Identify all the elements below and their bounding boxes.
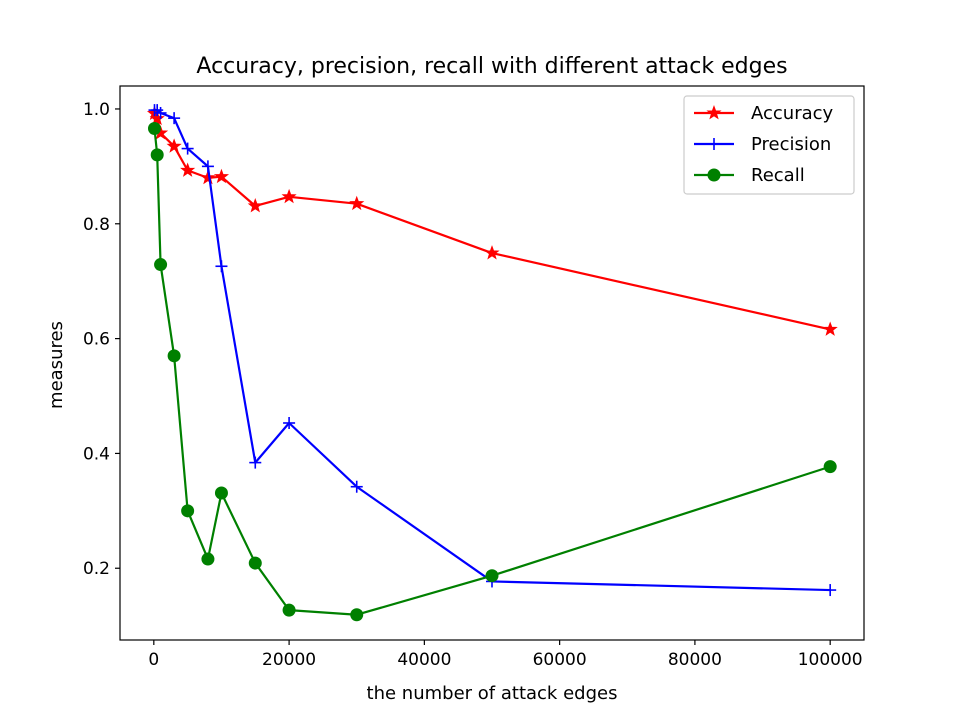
y-axis-label: measures bbox=[46, 321, 67, 409]
legend-label-precision: Precision bbox=[751, 134, 831, 155]
recall-point bbox=[214, 486, 228, 500]
recall-point bbox=[201, 552, 215, 566]
legend-label-accuracy: Accuracy bbox=[751, 103, 834, 124]
legend-marker-recall bbox=[707, 168, 721, 182]
x-tick-label: 0 bbox=[148, 650, 159, 670]
recall-point bbox=[248, 556, 262, 570]
recall-point bbox=[282, 603, 296, 617]
plot-frame bbox=[119, 85, 865, 641]
legend: Accuracy Precision Recall bbox=[683, 95, 855, 195]
precision-point bbox=[824, 584, 837, 597]
accuracy-point bbox=[822, 321, 838, 336]
legend-marker-accuracy bbox=[706, 105, 722, 120]
precision-point bbox=[215, 260, 228, 273]
precision-point bbox=[168, 112, 181, 125]
x-tick-label: 80000 bbox=[668, 650, 722, 670]
y-tick-label: 0.4 bbox=[83, 444, 110, 464]
accuracy-point bbox=[281, 188, 297, 204]
precision-point bbox=[350, 480, 363, 493]
legend-label-recall: Recall bbox=[751, 165, 805, 186]
accuracy-point bbox=[484, 245, 500, 260]
accuracy-point bbox=[213, 168, 230, 184]
series-recall bbox=[147, 121, 837, 622]
recall-point bbox=[823, 460, 837, 474]
precision-point bbox=[283, 416, 296, 429]
recall-point bbox=[147, 121, 161, 135]
accuracy-point bbox=[349, 195, 365, 211]
recall-point bbox=[485, 569, 499, 583]
y-tick-label: 1.0 bbox=[83, 100, 110, 120]
precision-point bbox=[154, 106, 167, 119]
x-tick-label: 20000 bbox=[262, 650, 316, 670]
accuracy-point bbox=[166, 138, 182, 153]
recall-line bbox=[153, 128, 831, 616]
recall-point bbox=[167, 349, 181, 363]
series-precision bbox=[148, 104, 837, 597]
precision-point bbox=[181, 142, 194, 155]
x-tick-label: 40000 bbox=[397, 650, 451, 670]
x-tick-label: 60000 bbox=[533, 650, 587, 670]
recall-point bbox=[154, 258, 168, 272]
accuracy-point bbox=[200, 169, 216, 185]
legend-item-accuracy: Accuracy bbox=[694, 103, 834, 124]
recall-point bbox=[350, 608, 364, 622]
y-tick-label: 0.8 bbox=[83, 215, 110, 235]
x-tick-label: 100000 bbox=[798, 650, 863, 670]
recall-point bbox=[181, 504, 195, 518]
chart-title: Accuracy, precision, recall with differe… bbox=[196, 54, 787, 79]
accuracy-point bbox=[149, 110, 165, 126]
legend-box bbox=[683, 95, 855, 195]
recall-point bbox=[150, 148, 164, 162]
y-tick-label: 0.2 bbox=[83, 559, 110, 579]
y-tick-label: 0.6 bbox=[83, 330, 110, 350]
legend-item-recall: Recall bbox=[694, 165, 805, 186]
precision-point bbox=[249, 456, 262, 469]
legend-marker-precision bbox=[708, 138, 720, 150]
accuracy-point bbox=[247, 198, 263, 213]
legend-item-precision: Precision bbox=[694, 134, 831, 155]
precision-point bbox=[201, 160, 214, 173]
accuracy-point bbox=[180, 162, 196, 177]
x-axis-label: the number of attack edges bbox=[367, 683, 618, 704]
